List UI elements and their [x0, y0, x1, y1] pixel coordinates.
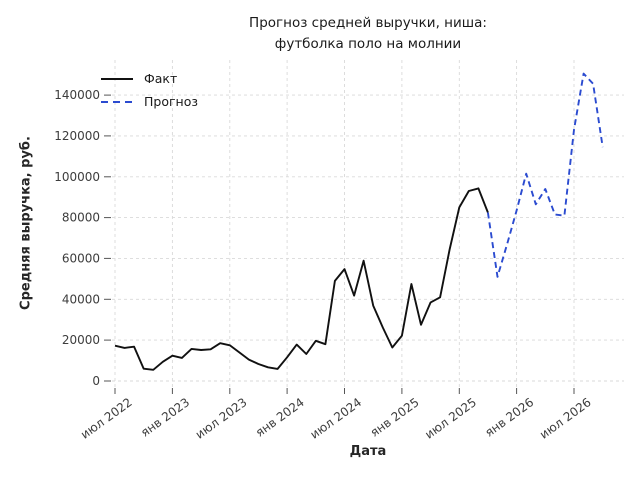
- svg-text:120000: 120000: [54, 129, 100, 143]
- data-series: [114, 72, 604, 371]
- x-axis-title: Дата: [349, 444, 387, 459]
- chart-title: Прогноз средней выручки, ниша: футболка …: [112, 13, 624, 55]
- svg-text:0: 0: [92, 374, 100, 388]
- svg-text:июл 2023: июл 2023: [193, 395, 250, 442]
- svg-text:100000: 100000: [54, 170, 100, 184]
- chart-title-line1: Прогноз средней выручки, ниша:: [249, 15, 487, 31]
- axis-ticks: [104, 94, 575, 394]
- svg-text:июл 2024: июл 2024: [308, 395, 365, 442]
- svg-text:140000: 140000: [54, 88, 100, 102]
- svg-text:июл 2022: июл 2022: [78, 395, 135, 442]
- svg-text:янв 2026: янв 2026: [482, 395, 536, 440]
- x-tick-labels: июл 2022 янв 2023 июл 2023 янв 2024 июл 2024…: [78, 395, 594, 442]
- forecast-line-swatch-icon: [101, 100, 133, 103]
- y-tick-labels: 0 20000 40000 60000 80000 100000 120000 140000: [54, 88, 100, 388]
- legend-item-fact: Факт: [101, 67, 198, 90]
- svg-text:янв 2025: янв 2025: [368, 395, 422, 440]
- svg-text:янв 2024: янв 2024: [253, 395, 307, 440]
- svg-text:40000: 40000: [62, 292, 100, 306]
- svg-text:60000: 60000: [62, 251, 100, 265]
- svg-text:июл 2026: июл 2026: [537, 395, 594, 442]
- y-axis-title: Средняя выручка, руб.: [18, 136, 34, 310]
- chart-title-line2: футболка поло на молнии: [274, 35, 462, 52]
- legend-label-fact: Факт: [144, 71, 178, 86]
- legend: Факт Прогноз: [101, 67, 198, 113]
- fact-line-swatch-icon: [101, 77, 133, 80]
- svg-text:20000: 20000: [62, 333, 100, 347]
- legend-item-forecast: Прогноз: [101, 90, 198, 113]
- svg-text:июл 2025: июл 2025: [422, 395, 479, 442]
- svg-text:80000: 80000: [62, 211, 100, 225]
- svg-text:янв 2023: янв 2023: [138, 395, 192, 440]
- gridlines: [112, 60, 624, 388]
- legend-label-forecast: Прогноз: [144, 94, 199, 109]
